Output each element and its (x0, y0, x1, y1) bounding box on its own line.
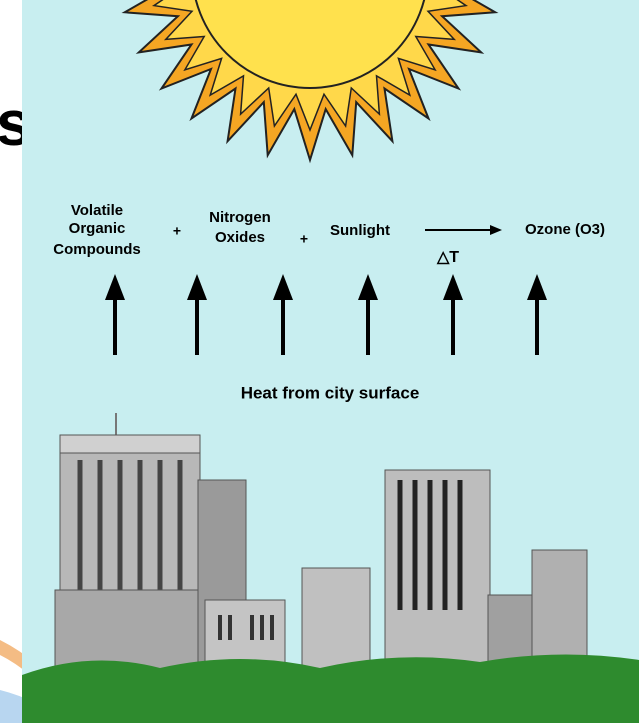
building (302, 568, 370, 670)
reactant: Oxides (215, 229, 265, 246)
caption: Heat from city surface (241, 383, 420, 402)
product: Ozone (O3) (525, 221, 605, 238)
scene: s VolatileOrganicCompoundsNitrogenOxides… (0, 0, 639, 723)
reactant: Compounds (53, 241, 141, 258)
condition: △T (436, 249, 459, 266)
reactant: Volatile (71, 202, 123, 219)
building-top (60, 435, 200, 453)
operator: + (300, 231, 308, 247)
reactant: Nitrogen (209, 209, 271, 226)
building-base (55, 590, 215, 670)
operator: + (173, 223, 181, 239)
reactant: Sunlight (330, 222, 390, 239)
reactant: Organic (69, 220, 126, 237)
building (532, 550, 587, 670)
